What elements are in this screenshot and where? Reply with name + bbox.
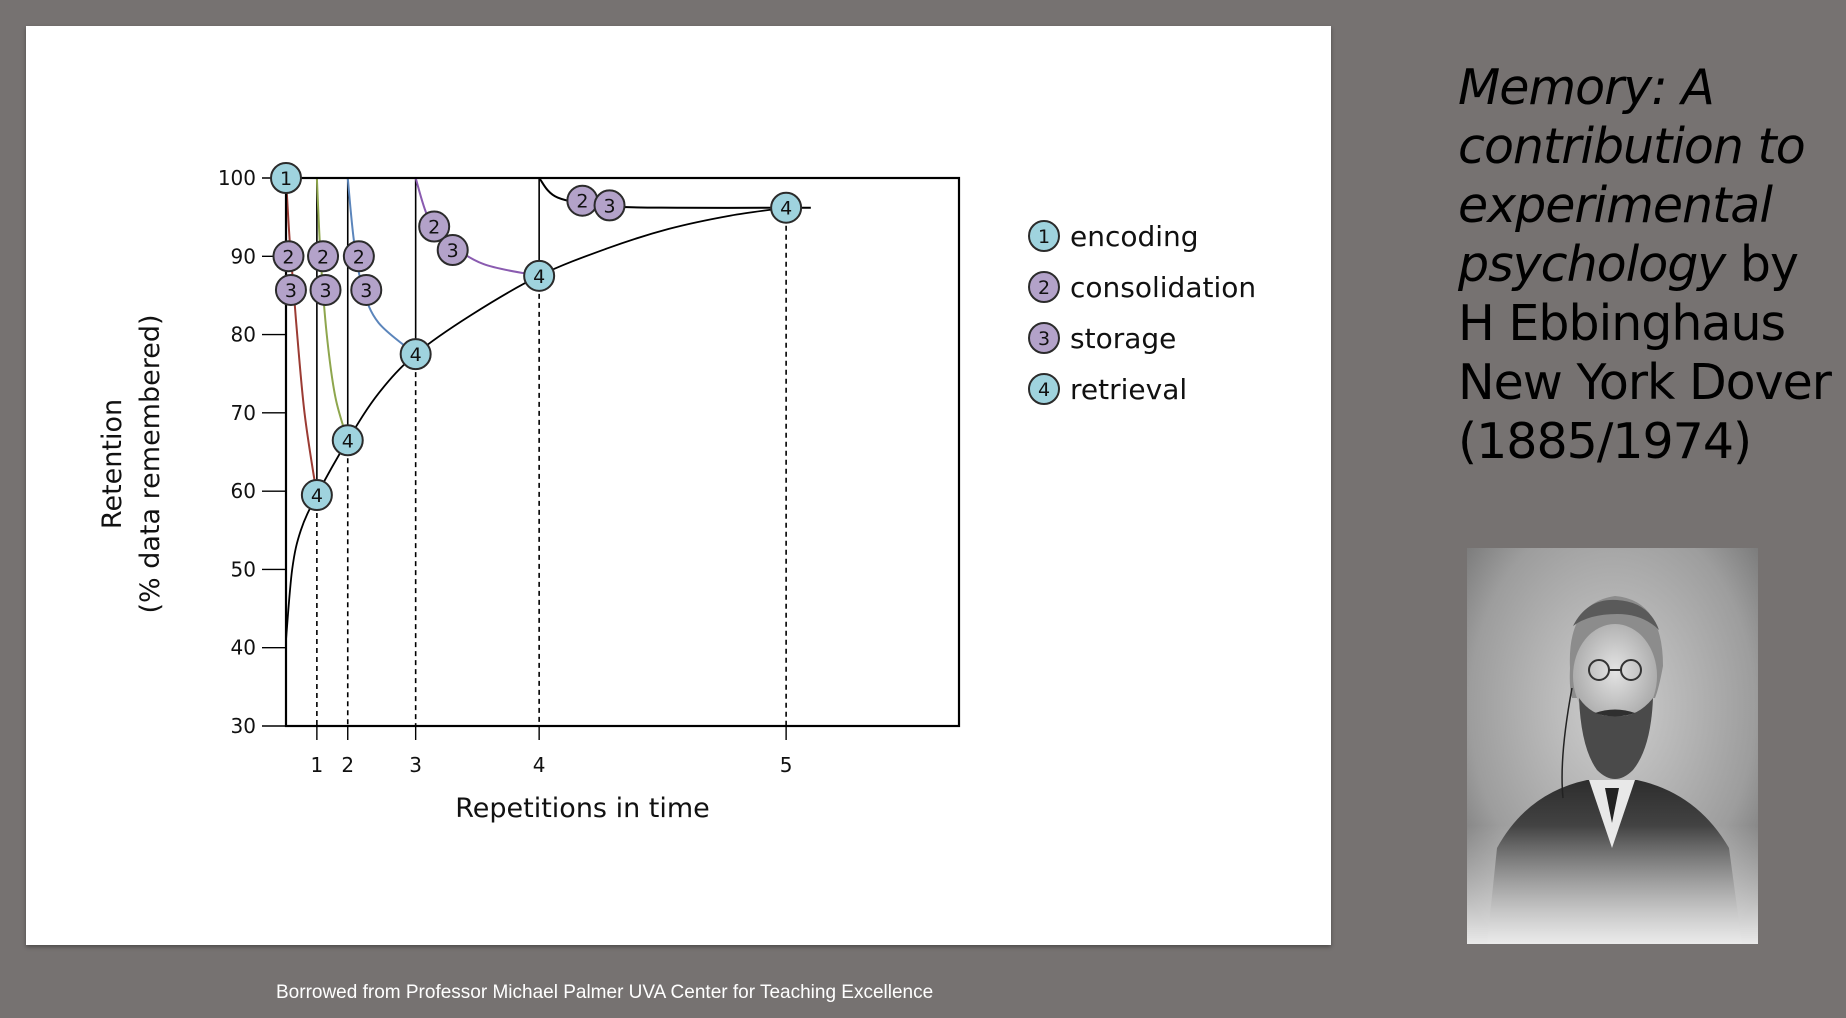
marker-2-consolidation (418, 210, 451, 243)
y-tick-label: 80 (231, 323, 256, 347)
legend-marker-retrieval (1028, 373, 1060, 405)
marker-4-encoding (399, 338, 432, 371)
marker-2-consolidation-label: 2 (576, 191, 588, 213)
legend-marker-number: 3 (1038, 328, 1050, 350)
y-tick-label: 90 (231, 244, 256, 268)
marker-4-encoding (770, 191, 803, 224)
y-tick-label: 30 (231, 714, 256, 738)
legend-label-storage: storage (1070, 322, 1176, 355)
forgetting-curve-2 (315, 177, 349, 441)
legend-marker-storage (1028, 322, 1060, 354)
marker-4-encoding-label: 4 (311, 485, 323, 507)
marker-2-consolidation-label: 2 (317, 246, 329, 268)
marker-3-consolidation (309, 273, 342, 306)
legend-marker-consolidation (1028, 271, 1060, 303)
marker-2-consolidation-label: 2 (428, 217, 440, 239)
marker-3-consolidation (274, 273, 307, 306)
y-tick-label: 40 (231, 636, 256, 660)
book-author-publisher: by H Ebbinghaus New York Dover (1885/197… (1458, 236, 1832, 470)
forgetting-curve-1 (285, 177, 318, 496)
ebbinghaus-portrait (1467, 548, 1758, 944)
marker-1-encoding-label: 1 (280, 168, 292, 190)
marker-3-consolidation-label: 3 (319, 280, 331, 302)
marker-3-consolidation-label: 3 (447, 240, 459, 262)
x-tick-label: 4 (533, 753, 546, 777)
legend-marker-encoding (1028, 220, 1060, 252)
citation-title: Memory: A contribution to experimental p… (1458, 58, 1838, 471)
legend-label-encoding: encoding (1070, 220, 1199, 253)
plot-frame (284, 176, 961, 728)
marker-2-consolidation-label: 2 (282, 246, 294, 268)
marker-3-consolidation (350, 273, 383, 306)
marker-4-encoding (331, 424, 364, 457)
marker-2-consolidation (307, 240, 340, 273)
marker-3-consolidation (436, 234, 469, 267)
marker-3-consolidation-label: 3 (603, 195, 615, 217)
y-axis-label: Retention (97, 399, 128, 529)
y-tick-label: 60 (231, 479, 256, 503)
x-tick-label: 1 (311, 753, 324, 777)
legend-marker-number: 4 (1038, 379, 1050, 401)
marker-4-encoding-label: 4 (780, 198, 792, 220)
marker-2-consolidation-label: 2 (353, 246, 365, 268)
marker-4-encoding (523, 259, 556, 292)
marker-4-encoding-label: 4 (342, 430, 354, 452)
marker-4-encoding-label: 4 (533, 266, 545, 288)
y-tick-label: 100 (218, 166, 256, 190)
marker-3-consolidation (593, 189, 626, 222)
x-tick-label: 2 (341, 753, 354, 777)
legend-label-consolidation: consolidation (1070, 271, 1256, 304)
chart-panel: 100 90 80 70 60 50 40 30 1 2 3 4 5 Repetitions in tim… (26, 26, 1331, 945)
marker-2-consolidation (272, 240, 305, 273)
x-tick-label: 5 (780, 753, 793, 777)
marker-4-encoding-label: 4 (410, 344, 422, 366)
marker-3-consolidation-label: 3 (360, 280, 372, 302)
legend-marker-number: 2 (1038, 277, 1050, 299)
legend-label-retrieval: retrieval (1070, 373, 1187, 406)
marker-4-encoding (300, 479, 333, 512)
marker-2-consolidation (342, 240, 375, 273)
x-axis-label: Repetitions in time (455, 793, 710, 824)
y-tick-label: 70 (231, 401, 256, 425)
legend-marker-number: 1 (1038, 226, 1050, 248)
marker-1-encoding (270, 162, 302, 194)
marker-3-consolidation-label: 3 (285, 280, 297, 302)
book-title: Memory: A contribution to experimental p… (1458, 59, 1806, 293)
credit-line: Borrowed from Professor Michael Palmer U… (276, 982, 934, 1003)
y-tick-label: 50 (231, 557, 256, 581)
y-axis-label-secondary: (% data remembered) (135, 314, 166, 613)
x-tick-label: 3 (409, 753, 422, 777)
